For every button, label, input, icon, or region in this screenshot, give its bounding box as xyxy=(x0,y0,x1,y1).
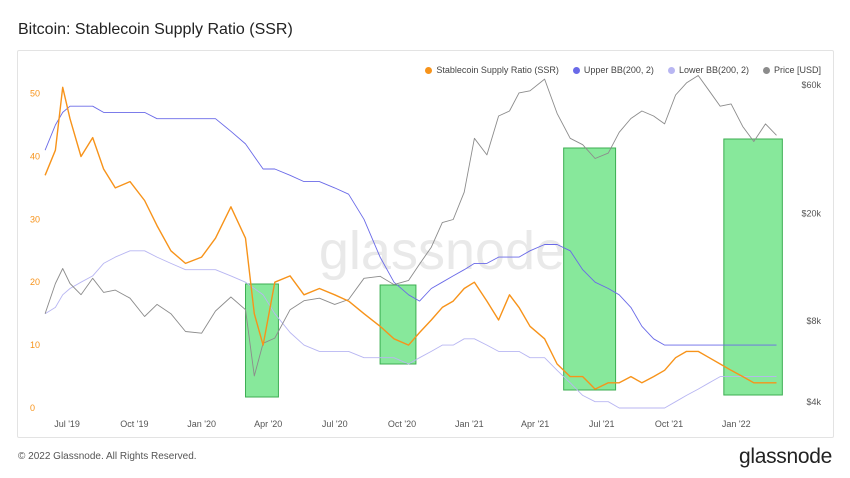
y-left-tick-40: 40 xyxy=(30,151,40,161)
legend-item-lower-bb[interactable]: Lower BB(200, 2) xyxy=(667,65,749,75)
x-tick-9: Jul '21 xyxy=(589,419,615,429)
x-tick-10: Oct '21 xyxy=(655,419,683,429)
page-title: Bitcoin: Stablecoin Supply Ratio (SSR) xyxy=(18,21,293,38)
price-line xyxy=(44,75,777,377)
chart-card: Stablecoin Supply Ratio (SSR) Upper BB(2… xyxy=(17,50,834,438)
legend-swatch-price xyxy=(762,66,770,74)
footer-copyright: © 2022 Glassnode. All Rights Reserved. xyxy=(18,451,197,462)
ssr-chart: glassnode 0 10 20 30 40 50 $4k $8k $20k $60k Jul '… xyxy=(30,75,821,429)
x-tick-7: Jan '21 xyxy=(455,419,484,429)
highlight-box-4 xyxy=(723,138,783,396)
ssr-line xyxy=(44,86,777,390)
x-tick-6: Oct '20 xyxy=(388,419,416,429)
legend-item-price[interactable]: Price [USD] xyxy=(762,65,821,75)
legend-label-lower-bb: Lower BB(200, 2) xyxy=(678,65,749,75)
legend-swatch-ssr xyxy=(425,66,433,74)
legend-item-ssr[interactable]: Stablecoin Supply Ratio (SSR) xyxy=(425,65,559,75)
legend-swatch-upper-bb xyxy=(572,66,580,74)
legend-item-upper-bb[interactable]: Upper BB(200, 2) xyxy=(572,65,654,75)
highlight-box-3 xyxy=(563,147,617,391)
x-tick-1: Jul '19 xyxy=(54,419,80,429)
highlight-layer xyxy=(245,138,783,398)
series-layer xyxy=(44,75,777,409)
x-tick-8: Apr '21 xyxy=(521,419,549,429)
x-tick-4: Apr '20 xyxy=(254,419,282,429)
y-right-tick-3: $20k xyxy=(801,209,821,219)
y-right-tick-4: $60k xyxy=(801,80,821,90)
highlight-box-2 xyxy=(379,284,417,365)
x-tick-2: Oct '19 xyxy=(120,419,148,429)
glassnode-logo[interactable]: glassnode xyxy=(738,445,832,468)
legend-label-ssr: Stablecoin Supply Ratio (SSR) xyxy=(436,65,559,75)
y-left-tick-50: 50 xyxy=(30,89,40,99)
upper-bb-line xyxy=(44,105,777,346)
legend-label-upper-bb: Upper BB(200, 2) xyxy=(583,65,654,75)
legend-swatch-lower-bb xyxy=(667,66,675,74)
y-left-tick-0: 0 xyxy=(30,403,35,413)
x-tick-11: Jan '22 xyxy=(722,419,751,429)
watermark-layer: glassnode xyxy=(319,221,565,281)
x-tick-3: Jan '20 xyxy=(187,419,216,429)
chart-legend: Stablecoin Supply Ratio (SSR) Upper BB(2… xyxy=(425,65,821,75)
legend-label-price: Price [USD] xyxy=(773,65,821,75)
y-left-tick-20: 20 xyxy=(30,277,40,287)
y-left-tick-30: 30 xyxy=(30,214,40,224)
x-tick-5: Jul '20 xyxy=(322,419,348,429)
y-left-tick-10: 10 xyxy=(30,340,40,350)
y-right-tick-1: $4k xyxy=(806,397,821,407)
axis-layer: 0 10 20 30 40 50 $4k $8k $20k $60k Jul '19 Oct '19 J… xyxy=(30,80,821,429)
lower-bb-line xyxy=(44,250,777,409)
y-right-tick-2: $8k xyxy=(806,316,821,326)
watermark-text: glassnode xyxy=(319,221,565,281)
